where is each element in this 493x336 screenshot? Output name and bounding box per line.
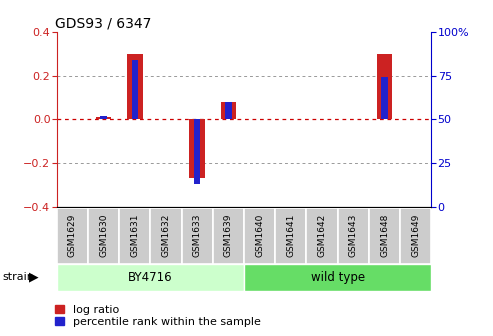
Bar xyxy=(88,208,119,264)
Text: GSM1649: GSM1649 xyxy=(411,213,420,257)
Bar xyxy=(221,102,236,119)
Legend: log ratio, percentile rank within the sample: log ratio, percentile rank within the sa… xyxy=(55,305,260,327)
Bar xyxy=(244,208,275,264)
Bar xyxy=(57,208,88,264)
Bar xyxy=(150,208,181,264)
Text: GSM1633: GSM1633 xyxy=(193,213,202,257)
Bar xyxy=(338,208,369,264)
Bar xyxy=(400,208,431,264)
Bar xyxy=(57,264,244,291)
Text: GSM1640: GSM1640 xyxy=(255,213,264,257)
Text: GDS93 / 6347: GDS93 / 6347 xyxy=(55,17,151,31)
Text: GSM1642: GSM1642 xyxy=(317,213,326,257)
Bar xyxy=(96,117,111,119)
Bar xyxy=(369,208,400,264)
Bar xyxy=(244,264,431,291)
Text: GSM1639: GSM1639 xyxy=(224,213,233,257)
Text: wild type: wild type xyxy=(311,271,365,284)
Text: GSM1630: GSM1630 xyxy=(99,213,108,257)
Bar xyxy=(307,208,338,264)
Bar xyxy=(127,54,142,119)
Bar xyxy=(377,54,392,119)
Bar xyxy=(119,208,150,264)
Text: GSM1648: GSM1648 xyxy=(380,213,389,257)
Bar xyxy=(382,77,387,119)
Bar xyxy=(225,102,232,119)
Bar xyxy=(189,119,205,178)
Text: GSM1629: GSM1629 xyxy=(68,213,77,257)
Text: strain: strain xyxy=(2,272,35,282)
Bar xyxy=(181,208,213,264)
Text: GSM1641: GSM1641 xyxy=(286,213,295,257)
Bar xyxy=(194,119,200,184)
Text: GSM1631: GSM1631 xyxy=(130,213,139,257)
Bar xyxy=(213,208,244,264)
Text: GSM1643: GSM1643 xyxy=(349,213,358,257)
Text: BY4716: BY4716 xyxy=(128,271,173,284)
Text: GSM1632: GSM1632 xyxy=(162,213,171,257)
Bar xyxy=(101,116,106,119)
Bar xyxy=(275,208,307,264)
Bar xyxy=(132,60,138,119)
Text: ▶: ▶ xyxy=(29,271,38,284)
